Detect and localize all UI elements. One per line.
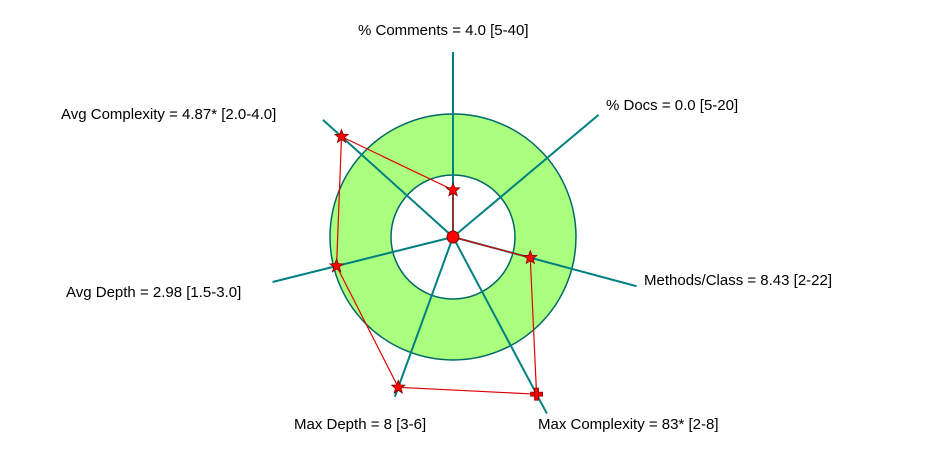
marker-methods-per-class xyxy=(522,249,538,265)
axis-spoke-avg-depth xyxy=(272,236,454,283)
axis-label-docs: % Docs = 0.0 [5-20] xyxy=(606,97,739,114)
marker-cross-v xyxy=(534,387,539,401)
axis-spoke-max-depth xyxy=(393,236,454,398)
value-markers xyxy=(328,128,543,401)
axis-label-comments: % Comments = 4.0 [5-40] xyxy=(358,22,529,39)
axis-label-max-depth: Max Depth = 8 [3-6] xyxy=(294,416,427,433)
axis-label-avg-depth: Avg Depth = 2.98 [1.5-3.0] xyxy=(66,284,242,301)
value-polygon-layer xyxy=(335,135,538,395)
marker-docs xyxy=(446,230,460,244)
axis-label-avg-complexity: Avg Complexity = 4.87* [2.0-4.0] xyxy=(61,106,277,123)
axis-spoke-max-complexity xyxy=(452,236,548,415)
marker-max-complexity xyxy=(530,387,543,401)
marker-avg-depth xyxy=(328,257,345,273)
normal-band-fill xyxy=(330,114,576,360)
marker-comments xyxy=(445,181,461,197)
value-polygon xyxy=(335,135,538,395)
marker-max-depth xyxy=(390,379,406,394)
axis-label-max-complexity: Max Complexity = 83* [2-8] xyxy=(538,416,719,433)
axis-label-methods-per-class: Methods/Class = 8.43 [2-22] xyxy=(644,272,833,289)
axis-spoke-docs xyxy=(452,114,600,238)
marker-avg-complexity xyxy=(333,128,350,144)
